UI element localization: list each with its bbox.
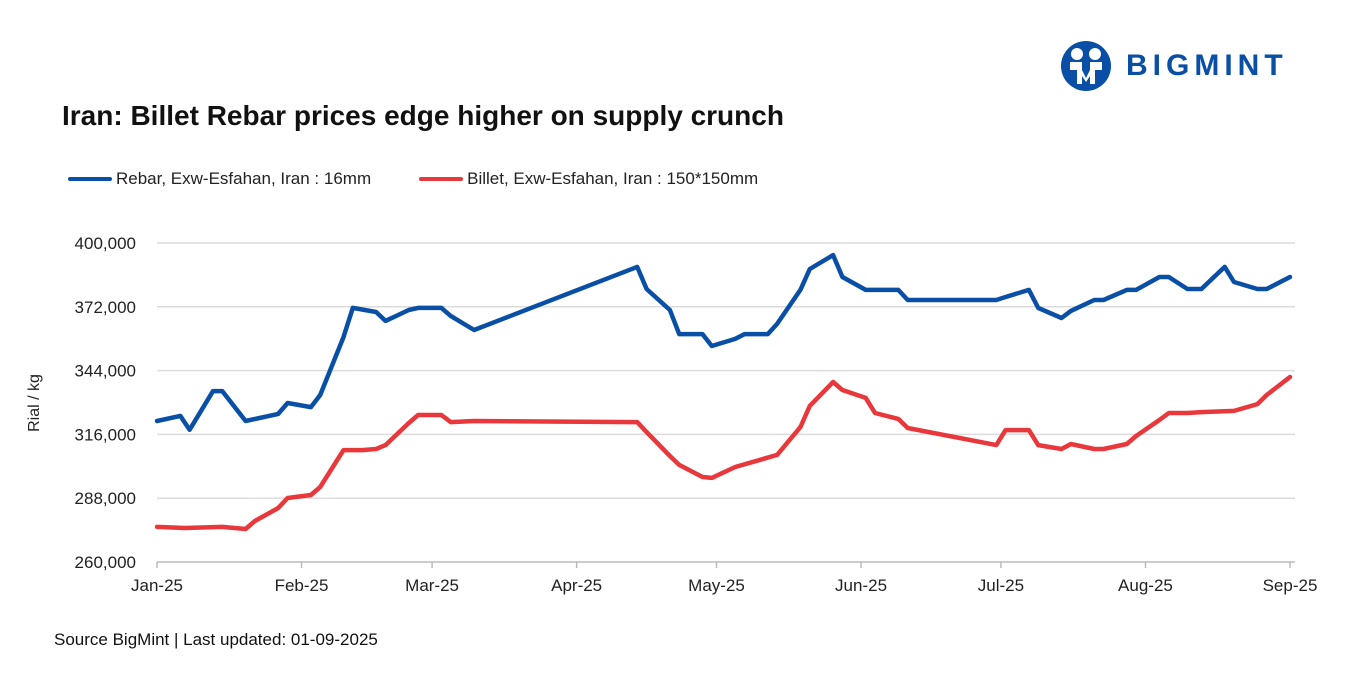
y-tick-label: 372,000 xyxy=(75,298,136,317)
legend-swatch-billet xyxy=(419,177,464,181)
legend-item-billet: Billet, Exw-Esfahan, Iran : 150*150mm xyxy=(419,169,758,189)
x-tick-label: Jan-25 xyxy=(131,576,183,595)
source-note: Source BigMint | Last updated: 01-09-202… xyxy=(54,630,378,649)
legend-label-billet: Billet, Exw-Esfahan, Iran : 150*150mm xyxy=(467,169,759,188)
series-line-billet xyxy=(154,374,1293,532)
y-tick-label: 288,000 xyxy=(75,489,136,508)
bigmint-logo: BIGMINT xyxy=(1060,40,1288,92)
y-tick-label: 316,000 xyxy=(75,425,136,444)
legend-item-rebar: Rebar, Exw-Esfahan, Iran : 16mm xyxy=(68,169,371,189)
x-tick-label: Mar-25 xyxy=(405,576,459,595)
x-tick-label: Apr-25 xyxy=(551,576,602,595)
series-line-rebar xyxy=(154,252,1293,433)
legend: Rebar, Exw-Esfahan, Iran : 16mm Billet, … xyxy=(68,169,758,189)
y-tick-label: 260,000 xyxy=(75,553,136,572)
x-tick-label: May-25 xyxy=(688,576,745,595)
y-tick-label: 344,000 xyxy=(75,362,136,381)
bigmint-logo-icon xyxy=(1061,41,1111,91)
x-tick-label: Aug-25 xyxy=(1118,576,1173,595)
x-tick-label: Jun-25 xyxy=(835,576,887,595)
legend-swatch-rebar xyxy=(68,177,112,181)
x-tick-label: Sep-25 xyxy=(1263,576,1318,595)
brand-name: BIGMINT xyxy=(1126,49,1288,82)
y-tick-label: 400,000 xyxy=(75,234,136,253)
x-tick-label: Feb-25 xyxy=(275,576,329,595)
x-tick-label: Jul-25 xyxy=(978,576,1024,595)
y-axis-label: Rial / kg xyxy=(26,374,43,432)
chart-title: Iran: Billet Rebar prices edge higher on… xyxy=(62,100,784,131)
legend-label-rebar: Rebar, Exw-Esfahan, Iran : 16mm xyxy=(116,169,372,188)
